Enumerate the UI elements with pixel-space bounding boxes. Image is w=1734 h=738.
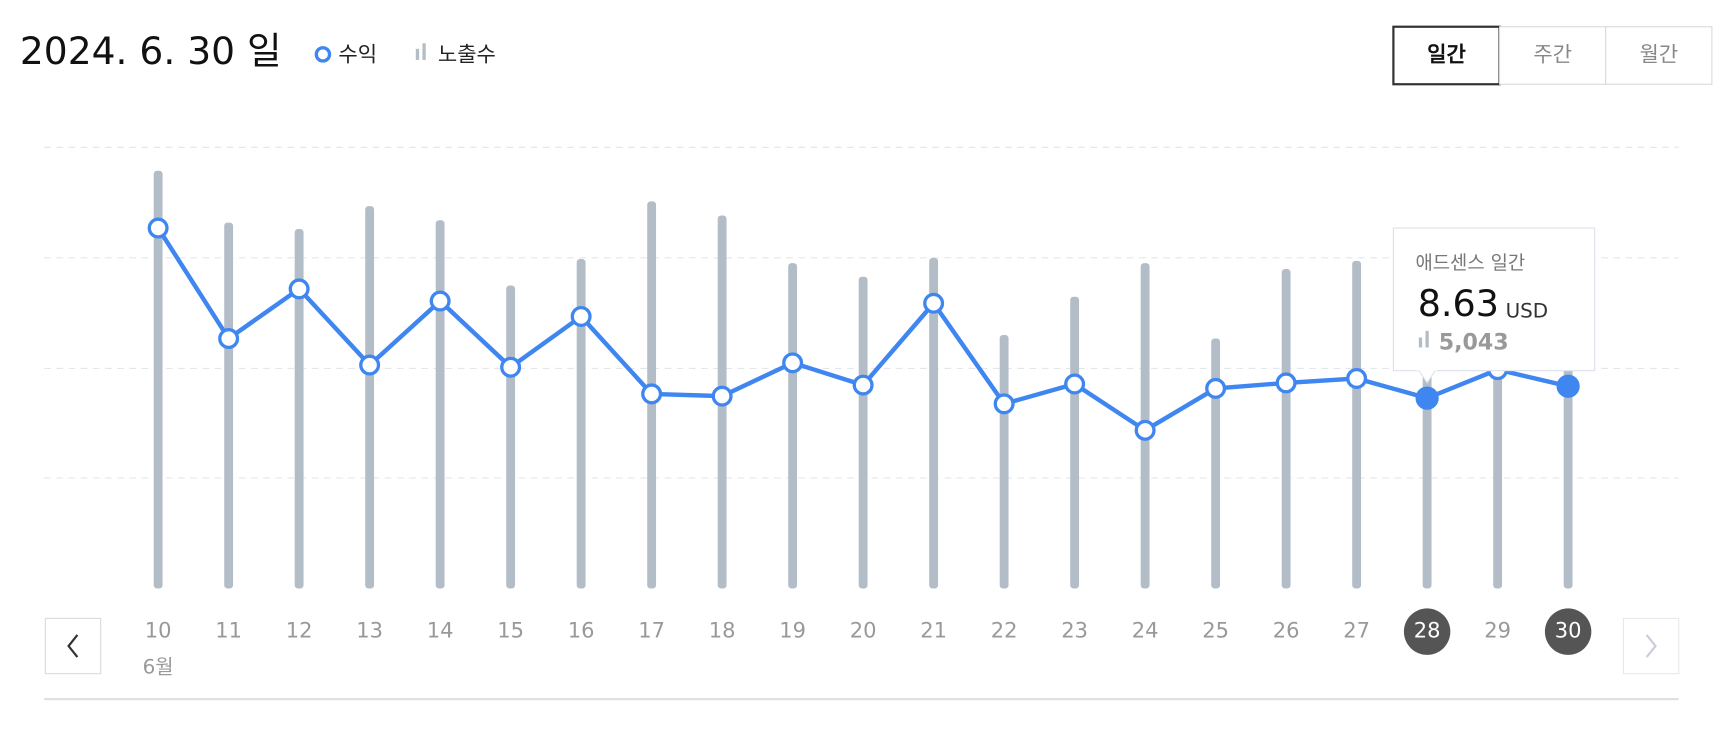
period-button[interactable]: 주간 [1499, 26, 1607, 85]
revenue-point[interactable] [852, 374, 874, 396]
tooltip-pointer [1417, 369, 1438, 384]
x-tick-label[interactable]: 19 [779, 618, 806, 643]
x-tick-label[interactable]: 20 [850, 618, 877, 643]
impression-bar [1352, 260, 1362, 589]
revenue-point[interactable] [1415, 386, 1439, 410]
revenue-point[interactable] [147, 217, 169, 239]
legend-bar-icon [422, 43, 426, 60]
period-label: 주간 [1533, 41, 1572, 66]
revenue-point[interactable] [288, 278, 310, 300]
selected-day-badge [1544, 608, 1592, 655]
revenue-point[interactable] [570, 305, 592, 327]
x-tick-label[interactable]: 13 [356, 618, 383, 643]
x-tick-label[interactable]: 15 [497, 618, 524, 643]
impression-bar [858, 276, 868, 589]
x-tick-label[interactable]: 16 [568, 618, 595, 643]
prev-button[interactable] [44, 617, 102, 675]
x-tick-label[interactable]: 22 [991, 618, 1018, 643]
impression-bar [153, 170, 163, 589]
period-label: 일간 [1427, 41, 1466, 66]
revenue-point[interactable] [711, 385, 733, 407]
period-box[interactable] [1392, 25, 1501, 86]
date-title: 2024. 6. 30 일 [20, 29, 282, 73]
impression-bar [224, 222, 234, 589]
tooltip-value: 8.63 [1418, 282, 1499, 325]
revenue-point[interactable] [923, 292, 945, 314]
tooltip: 애드센스 일간 8.63 USD 5,043 [1392, 227, 1596, 384]
plot [147, 170, 1580, 589]
x-tick-label[interactable]: 17 [638, 618, 665, 643]
month-label: 6월 [143, 656, 174, 679]
tooltip-bar-icon [1418, 337, 1423, 348]
x-tick-label[interactable]: 24 [1132, 618, 1159, 643]
tooltip-unit: USD [1506, 300, 1549, 323]
revenue-point[interactable] [359, 354, 381, 376]
x-tick-label[interactable]: 14 [427, 618, 454, 643]
legend-label: 수익 [338, 41, 377, 66]
period-box[interactable] [1605, 26, 1713, 85]
x-tick-label[interactable]: 18 [709, 618, 736, 643]
prev-chevron [67, 634, 79, 658]
revenue-point[interactable] [782, 352, 804, 374]
legend-label: 노출수 [438, 41, 496, 66]
x-tick-label[interactable]: 10 [145, 618, 172, 643]
impression-bar [435, 220, 445, 589]
impression-bar [576, 259, 586, 589]
revenue-point[interactable] [1064, 373, 1086, 395]
tooltip-impressions: 5,043 [1439, 330, 1509, 356]
revenue-point[interactable] [1346, 367, 1368, 389]
x-tick-label[interactable]: 29 [1484, 618, 1511, 643]
impression-bar [999, 334, 1009, 589]
revenue-point[interactable] [1134, 419, 1156, 441]
next-box[interactable] [1622, 617, 1680, 675]
revenue-point[interactable] [993, 393, 1015, 415]
x-tick-label[interactable]: 28 [1414, 618, 1441, 643]
x-tick-label[interactable]: 23 [1061, 618, 1088, 643]
impression-bar [1070, 296, 1080, 589]
impression-bar [1211, 338, 1221, 589]
impression-bar [506, 285, 516, 589]
legend-line-icon [314, 46, 332, 63]
period-button[interactable]: 일간 [1392, 25, 1501, 86]
tooltip-pointer-cover [1417, 368, 1438, 371]
next-chevron [1645, 634, 1657, 658]
revenue-point[interactable] [641, 383, 663, 405]
revenue-point[interactable] [500, 356, 522, 378]
x-tick-label[interactable]: 26 [1273, 618, 1300, 643]
selected-day-badge [1403, 608, 1451, 655]
tooltip-title: 애드센스 일간 [1416, 252, 1526, 274]
tooltip-bar-icon [1425, 330, 1429, 348]
x-tick-label[interactable]: 27 [1343, 618, 1370, 643]
impression-bar [788, 263, 798, 589]
revenue-point[interactable] [1205, 377, 1227, 399]
impression-bar [929, 257, 939, 589]
period-label: 월간 [1639, 41, 1678, 66]
period-button[interactable]: 월간 [1605, 26, 1713, 85]
impression-bar [294, 229, 304, 589]
period-box[interactable] [1499, 26, 1607, 85]
x-tick-label[interactable]: 12 [286, 618, 313, 643]
prev-box[interactable] [44, 617, 102, 675]
impression-bar [365, 206, 375, 589]
revenue-point[interactable] [429, 290, 451, 312]
impression-bar [1281, 269, 1291, 589]
revenue-point[interactable] [218, 328, 240, 350]
revenue-point[interactable] [1275, 372, 1297, 394]
x-tick-label[interactable]: 21 [920, 618, 947, 643]
legend-bar-icon [415, 48, 420, 60]
x-tick-label[interactable]: 30 [1555, 618, 1582, 643]
next-button[interactable] [1622, 617, 1680, 675]
revenue-point[interactable] [1556, 374, 1580, 398]
x-tick-label[interactable]: 25 [1202, 618, 1229, 643]
x-tick-label[interactable]: 11 [215, 618, 242, 643]
